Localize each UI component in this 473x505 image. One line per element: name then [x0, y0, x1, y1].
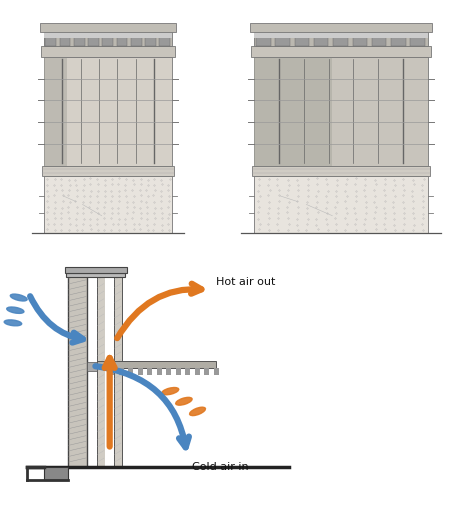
Bar: [131, 33, 141, 46]
Bar: [145, 33, 156, 46]
Ellipse shape: [10, 294, 27, 301]
Bar: [314, 33, 328, 46]
Bar: [204, 369, 210, 376]
Bar: [97, 362, 216, 369]
Bar: [333, 33, 348, 46]
Ellipse shape: [7, 308, 24, 314]
Bar: [65, 268, 127, 273]
Bar: [44, 177, 172, 233]
Bar: [254, 33, 428, 47]
Bar: [159, 33, 170, 46]
Bar: [44, 58, 172, 166]
Bar: [87, 363, 97, 371]
Bar: [97, 278, 105, 467]
Bar: [88, 33, 99, 46]
Ellipse shape: [4, 320, 22, 326]
Bar: [250, 24, 432, 33]
Bar: [44, 467, 68, 480]
Text: Cold air in: Cold air in: [193, 461, 249, 471]
Bar: [372, 33, 386, 46]
Bar: [138, 369, 143, 376]
Bar: [114, 278, 122, 467]
Bar: [119, 369, 123, 376]
Bar: [128, 369, 133, 376]
Bar: [254, 177, 428, 233]
Text: Hot air out: Hot air out: [216, 277, 276, 286]
Bar: [275, 33, 290, 46]
Bar: [185, 369, 190, 376]
Bar: [66, 273, 125, 278]
Bar: [45, 33, 56, 46]
Bar: [40, 24, 176, 33]
Bar: [117, 33, 127, 46]
Bar: [42, 166, 174, 177]
Bar: [254, 58, 333, 166]
Bar: [254, 58, 428, 166]
Bar: [44, 33, 172, 47]
Bar: [252, 166, 430, 177]
Bar: [60, 33, 70, 46]
Bar: [103, 33, 113, 46]
Bar: [214, 369, 219, 376]
Bar: [74, 33, 85, 46]
Bar: [256, 33, 271, 46]
Bar: [352, 33, 367, 46]
Bar: [44, 33, 172, 38]
Bar: [295, 33, 309, 46]
Bar: [166, 369, 171, 376]
Bar: [411, 33, 425, 46]
Bar: [391, 33, 405, 46]
Bar: [195, 369, 200, 376]
Ellipse shape: [175, 397, 192, 406]
Ellipse shape: [162, 388, 179, 395]
Bar: [176, 369, 181, 376]
Bar: [105, 278, 114, 467]
Bar: [68, 273, 87, 467]
Bar: [157, 369, 162, 376]
Bar: [251, 47, 431, 58]
Bar: [41, 47, 175, 58]
Bar: [44, 58, 67, 166]
Bar: [109, 369, 114, 376]
Ellipse shape: [190, 408, 205, 416]
Bar: [254, 33, 428, 38]
Bar: [147, 369, 152, 376]
